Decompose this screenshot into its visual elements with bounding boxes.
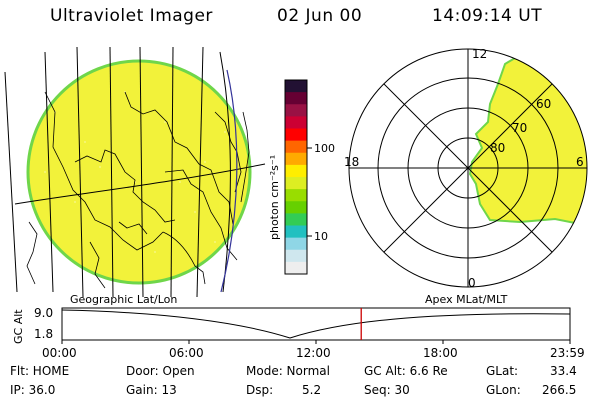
- mlt-label-6: 6: [576, 155, 584, 169]
- colorbar-stripe: [285, 225, 307, 239]
- colorbar-stripe: [285, 237, 307, 251]
- colorbar-stripe: [285, 189, 307, 202]
- colorbar-stripe: [285, 80, 307, 93]
- polar-plot: 12 18 6 0 60 70 80: [344, 47, 588, 290]
- colorbar-stripe: [285, 104, 307, 117]
- colorbar-tick-100: 100: [314, 142, 335, 155]
- mlt-label-12: 12: [472, 47, 487, 61]
- colorbar-stripe: [285, 140, 307, 154]
- apex-coords-label: Apex MLat/MLT: [425, 293, 508, 306]
- alt-xtick-2359: 23:59: [550, 346, 585, 360]
- colorbar-stripe: [285, 128, 307, 142]
- mlt-label-0: 0: [468, 276, 476, 290]
- colorbar-stripe: [285, 92, 307, 105]
- terminator-arc: [220, 69, 238, 293]
- alt-xtick-1800: 18:00: [423, 346, 458, 360]
- alt-ylabel: GC Alt: [12, 309, 25, 344]
- colorbar-stripe: [285, 152, 307, 166]
- dsp-label: Dsp:: [246, 383, 274, 397]
- lat-lon-grid: [4, 46, 266, 298]
- polar-grid: [348, 48, 588, 288]
- auroral-oval: [468, 56, 587, 226]
- colorbar-stripe: [285, 261, 307, 275]
- colorbar-stripe: [285, 164, 307, 178]
- colorbar-stripe: [285, 201, 307, 214]
- gain-label: Gain: 13: [126, 383, 177, 397]
- alt-ytick-top: 9.0: [34, 306, 53, 320]
- gc-alt-label: GC Alt: 6.6 Re: [364, 364, 448, 378]
- earth-image: [4, 46, 266, 298]
- mlat-ring-80: 80: [490, 141, 505, 155]
- mlt-label-18: 18: [344, 155, 359, 169]
- coastlines: [26, 91, 250, 289]
- time-label: 14:09:14 UT: [432, 6, 543, 26]
- glat-value: 33.4: [550, 364, 577, 378]
- dsp-value: 5.2: [302, 383, 322, 397]
- aurora-disk: [26, 59, 252, 285]
- glon-value: 266.5: [542, 383, 577, 397]
- alt-xtick-0000: 00:00: [42, 346, 77, 360]
- geographic-coords-label: Geographic Lat/Lon: [70, 293, 178, 306]
- colorbar-stripe: [285, 177, 307, 190]
- colorbar-stripe: [285, 213, 307, 226]
- glon-label: GLon:: [486, 383, 521, 397]
- ip-label: IP: 36.0: [10, 383, 56, 397]
- colorbar-stripe: [285, 116, 307, 129]
- instrument-title: Ultraviolet Imager: [50, 6, 213, 26]
- altitude-curve: [61, 309, 571, 339]
- glat-label: GLat:: [486, 364, 519, 378]
- colorbar-stripes: [285, 80, 307, 275]
- colorbar-stripe: [285, 249, 307, 263]
- alt-xtick-0600: 06:00: [169, 346, 204, 360]
- alt-ytick-bottom: 1.8: [34, 327, 53, 341]
- mlat-ring-70: 70: [512, 121, 527, 135]
- seq-label: Seq: 30: [364, 383, 410, 397]
- colorbar-tick-10: 10: [314, 230, 328, 243]
- altitude-plot: 9.0 1.8 GC Alt 00:00 06:00 12:00 18:00 2…: [12, 306, 585, 360]
- alt-xtick-1200: 12:00: [296, 346, 331, 360]
- colorbar-unit-label: photon cm⁻²s⁻¹: [268, 155, 281, 240]
- door-label: Door: Open: [126, 364, 195, 378]
- mode-label: Mode: Normal: [246, 364, 330, 378]
- flight-label: Flt: HOME: [10, 364, 70, 378]
- mlat-ring-60: 60: [536, 97, 551, 111]
- colorbar: 100 10 photon cm⁻²s⁻¹: [268, 79, 335, 275]
- date-label: 02 Jun 00: [277, 6, 363, 26]
